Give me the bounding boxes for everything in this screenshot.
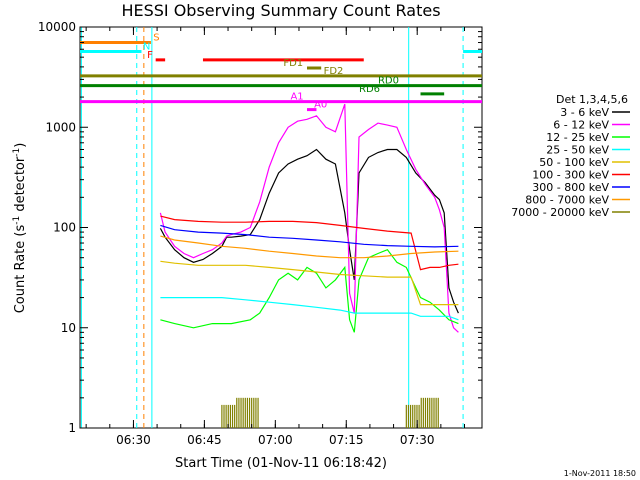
flag-label-rd6: RD6 — [359, 84, 380, 95]
flag-label-fd1: FD1 — [283, 58, 303, 69]
y-tick-label-2: 100 — [53, 221, 76, 235]
vertical-markers — [80, 27, 464, 428]
series-line-3 — [160, 297, 459, 321]
series-line-2 — [160, 248, 459, 333]
legend-label-3: 25 - 50 keV — [546, 144, 609, 157]
y-tick-label-4: 10000 — [38, 20, 76, 34]
y-tick-label-1: 10 — [61, 321, 76, 335]
x-tick-label-3: 07:15 — [329, 433, 364, 447]
legend-label-2: 12 - 25 keV — [546, 131, 609, 144]
flag-label-fd2: FD2 — [324, 66, 344, 77]
legend-title: Det 1,3,4,5,6 — [556, 93, 628, 106]
series-line-6 — [160, 224, 459, 248]
x-tick-label-1: 06:45 — [187, 433, 222, 447]
flag-label-a0: A0 — [314, 100, 327, 111]
legend-label-0: 3 - 6 keV — [560, 106, 609, 119]
series-lines — [159, 103, 459, 333]
y-tick-label-3: 1000 — [45, 120, 76, 134]
legend-label-8: 7000 - 20000 keV — [511, 206, 609, 219]
y-axis-ticks: 1 10 100 1000 10000 — [38, 20, 482, 435]
attenuator-bursts — [221, 397, 439, 428]
chart-title: HESSI Observing Summary Count Rates — [121, 1, 440, 20]
series-line-1 — [159, 103, 459, 333]
timestamp: 1-Nov-2011 18:50 — [564, 469, 636, 478]
legend-label-4: 50 - 100 keV — [539, 156, 609, 169]
y-tick-label-0: 1 — [68, 421, 76, 435]
x-tick-label-2: 07:00 — [258, 433, 293, 447]
series-line-5 — [160, 215, 459, 271]
flag-label-n: N — [143, 41, 150, 52]
x-tick-label-0: 06:30 — [116, 433, 151, 447]
flag-label-f: F — [147, 50, 153, 61]
x-tick-label-4: 07:30 — [400, 433, 435, 447]
series-line-4 — [160, 260, 459, 306]
legend-label-5: 100 - 300 keV — [532, 169, 609, 182]
flag-label-s: S — [153, 33, 159, 44]
x-axis-ticks: 06:30 06:45 07:00 07:15 07:30 — [85, 27, 466, 447]
flag-label-a1: A1 — [290, 92, 303, 103]
legend-label-7: 800 - 7000 keV — [525, 194, 609, 207]
flag-label-rd0: RD0 — [378, 76, 399, 87]
y-axis-label: Count Rate (s-1 detector-1) — [12, 143, 28, 314]
legend-label-6: 300 - 800 keV — [532, 181, 609, 194]
legend-label-1: 6 - 12 keV — [553, 119, 609, 132]
series-line-7 — [160, 235, 459, 259]
x-axis-label: Start Time (01-Nov-11 06:18:42) — [175, 456, 387, 471]
